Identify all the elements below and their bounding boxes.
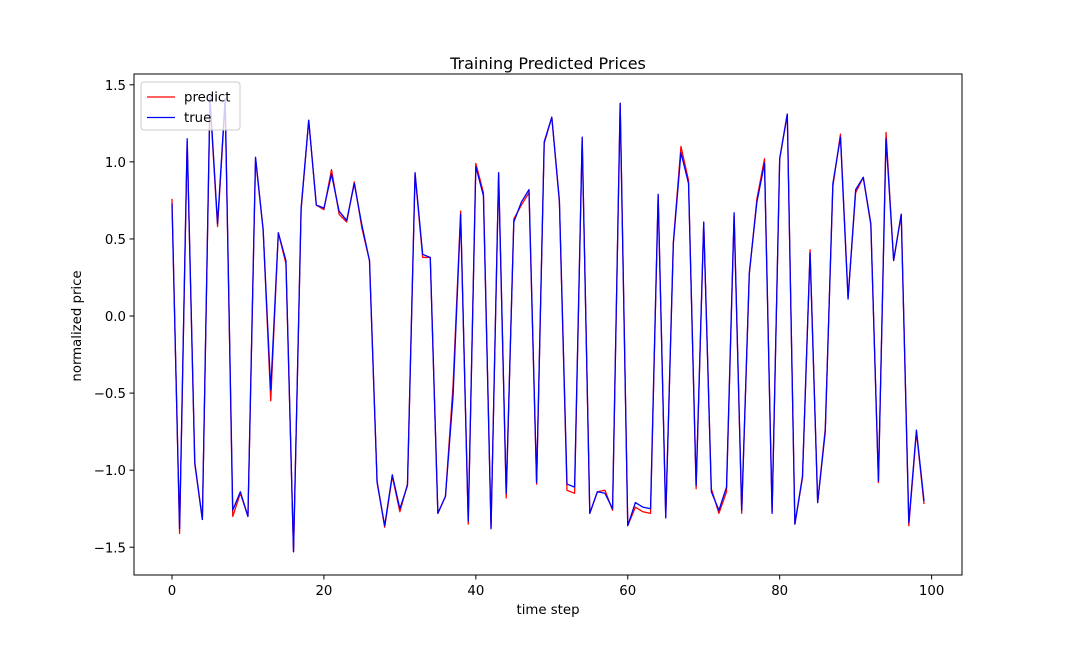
y-tick-label: 0.0 bbox=[105, 310, 126, 325]
y-tick-label: −1.0 bbox=[94, 464, 126, 479]
y-tick-label: −1.5 bbox=[94, 541, 126, 556]
x-tick-label: 40 bbox=[467, 584, 484, 599]
x-axis-label: time step bbox=[516, 603, 579, 618]
chart-title: Training Predicted Prices bbox=[449, 54, 646, 73]
x-tick-label: 80 bbox=[771, 584, 788, 599]
x-tick-label: 0 bbox=[168, 584, 176, 599]
y-axis-label: normalized price bbox=[70, 270, 85, 381]
x-tick-label: 20 bbox=[315, 584, 332, 599]
legend: predict true bbox=[140, 81, 241, 131]
x-tick-label: 60 bbox=[619, 584, 636, 599]
legend-label-predict: predict bbox=[184, 91, 230, 106]
x-tick-label: 100 bbox=[919, 584, 944, 599]
legend-label-true: true bbox=[184, 111, 211, 126]
y-tick-label: −0.5 bbox=[94, 387, 126, 402]
series-line-true bbox=[171, 96, 925, 553]
y-tick-label: 1.0 bbox=[105, 156, 126, 171]
y-tick-label: 0.5 bbox=[105, 233, 126, 248]
y-tick-label: 1.5 bbox=[105, 79, 126, 94]
plot-area bbox=[171, 96, 925, 553]
axes: 0 20 40 60 80 100 −1.5 −1.0 −0.5 0.0 0.5 1.0 1.5 bbox=[94, 73, 963, 599]
series-line-predict bbox=[171, 99, 925, 553]
axes-frame bbox=[133, 73, 963, 576]
